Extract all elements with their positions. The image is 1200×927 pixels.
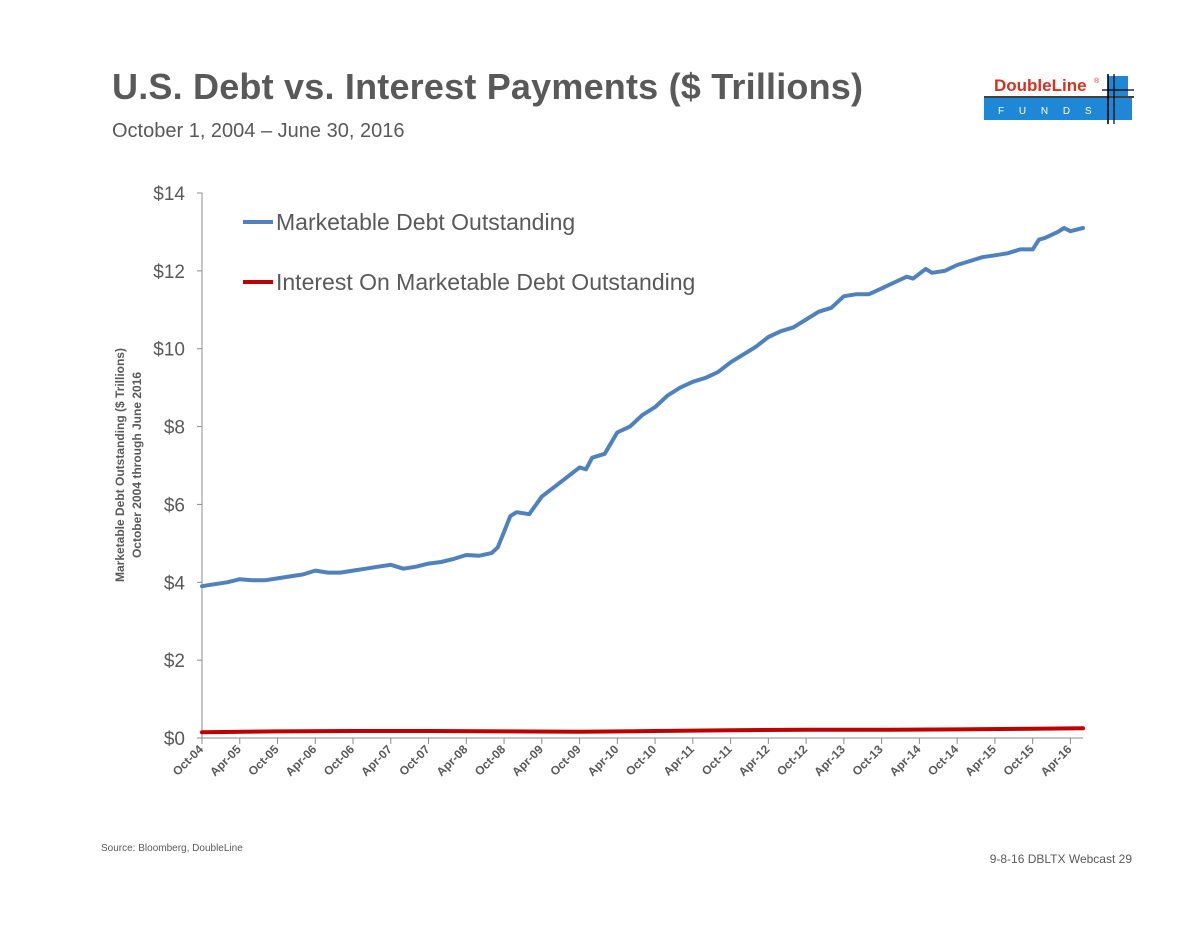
x-tick-label: Apr-05 [207,742,244,779]
series-lines [200,226,1085,735]
x-tick-label: Apr-09 [509,742,546,779]
y-tick-label: $12 [153,262,185,283]
y-tick-label: $6 [164,495,185,516]
x-tick-label: Apr-06 [283,742,320,779]
y-axis-label-line1: Marketable Debt Outstanding ($ Trillions… [113,348,127,582]
legend-label: Marketable Debt Outstanding [276,209,575,235]
page-title: U.S. Debt vs. Interest Payments ($ Trill… [112,66,864,107]
logo-tagline: F U N D S [998,106,1098,117]
x-tick-label: Apr-12 [736,742,773,779]
y-axis-label-line2: October 2004 through June 2016 [130,372,144,558]
logo-funds-band [984,98,1132,120]
x-tick-label: Apr-11 [661,742,698,779]
x-tick-label: Apr-14 [887,742,924,779]
chart-axes [201,193,1083,739]
y-tick-label: $14 [153,184,185,205]
x-tick-label: Oct-11 [699,742,735,778]
source-note: Source: Bloomberg, DoubleLine [101,843,243,854]
page-subtitle: October 1, 2004 – June 30, 2016 [112,120,405,142]
x-tick-label: Oct-12 [774,742,811,779]
x-tick-label: Oct-07 [396,742,433,779]
y-tick-label: $2 [164,651,185,672]
x-tick-label: Apr-10 [585,742,622,779]
x-tick-label: Apr-13 [811,742,848,779]
y-axis-ticks: $0 $2 $4 $6 $8 $10 $12 $14 [153,184,202,750]
x-tick-label: Apr-16 [1038,742,1075,779]
logo-registered-mark: ® [1094,77,1100,85]
page-reference: 9-8-16 DBLTX Webcast 29 [989,852,1132,866]
y-tick-label: $10 [153,340,185,361]
logo-brand-text: DoubleLine [994,76,1087,95]
legend-label: Interest On Marketable Debt Outstanding [276,269,695,295]
y-axis-label: Marketable Debt Outstanding ($ Trillions… [113,348,144,582]
x-tick-label: Apr-07 [358,742,395,779]
chart-legend: Marketable Debt Outstanding Interest On M… [243,209,695,295]
x-axis-ticks: Oct-04 Apr-05 Oct-05 Apr-06 Oct-06 Apr-07 Oct-… [170,738,1075,779]
y-tick-label: $0 [164,729,185,750]
doubleline-logo: DoubleLine ® F U N D S [984,74,1134,124]
x-tick-label: Apr-08 [434,742,471,779]
y-tick-label: $4 [164,573,186,594]
x-tick-label: Oct-13 [849,742,886,779]
x-tick-label: Oct-15 [1000,742,1037,779]
x-tick-label: Apr-15 [962,742,999,779]
x-tick-label: Oct-10 [623,742,660,779]
x-tick-label: Oct-09 [547,742,584,779]
x-tick-label: Oct-06 [321,742,358,779]
x-tick-label: Oct-08 [472,742,509,779]
x-tick-label: Oct-05 [245,742,282,779]
x-tick-label: Oct-14 [925,742,962,779]
interest-line [200,726,1085,735]
doubleline-logo-graphic: DoubleLine ® F U N D S [984,74,1134,124]
debt-outstanding-line [200,226,1085,589]
y-tick-label: $8 [164,418,185,439]
